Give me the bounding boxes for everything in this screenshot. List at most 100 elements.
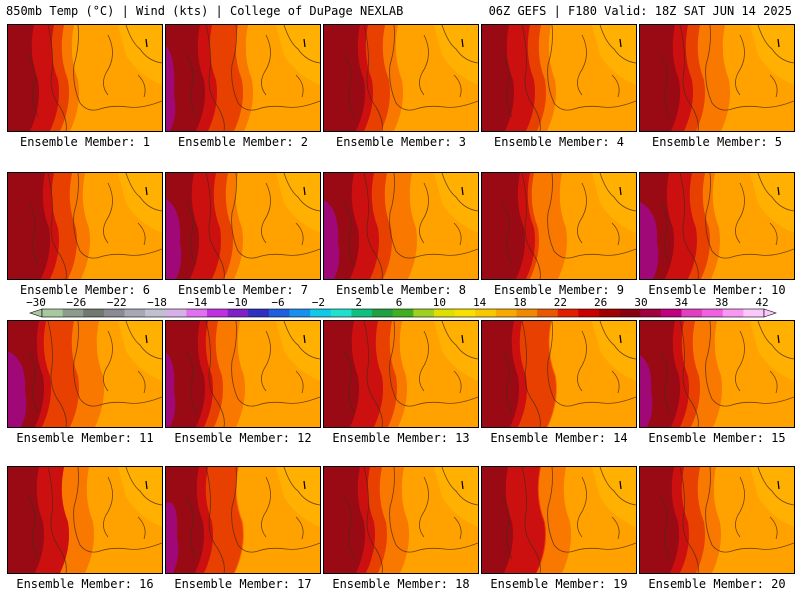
colorbar-segment [310,309,332,317]
boundary-line [705,321,794,407]
boundary-line [547,321,636,407]
colorbar-segment [433,309,455,317]
boundary-line [611,74,620,98]
boundary-line [389,321,478,407]
wind-barb [461,480,464,490]
boundary-line [659,202,671,266]
ensemble-map-panel [323,172,479,280]
temp-band [324,467,365,573]
ensemble-member-label: Ensemble Member: 7 [177,283,309,297]
boundary-line [453,74,462,98]
boundary-line [125,25,162,64]
colorbar-segment [62,309,84,317]
ensemble-map-panel [481,24,637,132]
boundary-line [521,467,541,573]
boundary-line [73,173,162,259]
temp-band [592,467,636,527]
boundary-line [343,54,355,118]
boundary-line [735,330,745,392]
boundary-line [453,516,462,540]
boundary-line [769,516,778,540]
temperature-map [324,321,478,427]
temp-band [166,502,179,573]
temp-band [482,25,514,131]
boundary-line [453,222,462,246]
colorbar-segment [619,309,641,317]
boundary-line [205,25,225,131]
temp-band [640,467,679,573]
ensemble-map-panel [481,320,637,428]
boundary-line [125,467,162,506]
colorbar-segment [268,309,290,317]
colorbar-segment [289,309,311,317]
ensemble-member-label: Ensemble Member: 20 [648,577,786,591]
boundary-line [27,496,39,560]
temp-band [276,321,320,381]
boundary-line [363,173,383,279]
boundary-line [261,34,271,96]
temperature-map [640,321,794,427]
temperature-map [482,467,636,573]
ensemble-member-label: Ensemble Member: 19 [490,577,628,591]
ensemble-member-label: Ensemble Member: 14 [490,431,628,445]
colorbar-segment [42,309,63,317]
boundary-line [137,74,146,98]
temp-band [8,351,27,427]
ensemble-member-label: Ensemble Member: 9 [493,283,625,297]
wind-barb [303,38,306,48]
temp-band [276,173,320,233]
wind-barb [619,480,622,490]
temperature-map [324,173,478,279]
colorbar-tick-label: −30 [26,296,46,309]
boundary-line [185,496,197,560]
colorbar-segment [516,309,538,317]
boundary-line [73,321,162,407]
colorbar-segment [186,309,208,317]
temp-band [750,467,794,527]
colorbar-tick-label: 14 [473,296,487,309]
temp-band [640,202,659,279]
ensemble-map-panel [7,24,163,132]
ensemble-map-panel [639,466,795,574]
ensemble-member-label: Ensemble Member: 17 [174,577,312,591]
colorbar-tick-label: 34 [675,296,689,309]
temperature-map [166,467,320,573]
temp-band [166,46,176,131]
boundary-line [679,173,699,279]
ensemble-map-panel [639,172,795,280]
temperature-colorbar: −30 −26 −22 −18 −14 −10 −6 −2 2 6 10 14 18 22 26 30 34 38… [26,296,777,318]
boundary-line [295,516,304,540]
boundary-line [231,25,320,111]
temp-band [592,321,636,381]
boundary-line [137,516,146,540]
ensemble-map-panel [165,320,321,428]
boundary-line [295,74,304,98]
boundary-line [577,476,587,538]
boundary-line [185,202,197,266]
colorbar-tick-label: 10 [433,296,446,309]
colorbar-segment [124,309,146,317]
ensemble-map-panel [481,466,637,574]
ensemble-member-label: Ensemble Member: 3 [335,135,467,149]
temperature-map [166,25,320,131]
wind-barb [777,480,780,490]
temp-band [592,25,636,85]
colorbar-segment [475,309,497,317]
colorbar-segment [248,309,270,317]
temp-band [592,173,636,233]
boundary-line [103,476,113,538]
boundary-line [389,173,478,259]
colorbar-segment [660,309,682,317]
temp-band [118,173,162,233]
ensemble-member-label: Ensemble Member: 5 [651,135,783,149]
boundary-line [363,25,383,131]
boundary-line [679,25,699,131]
wind-barb [777,38,780,48]
boundary-line [441,173,478,212]
temp-band [434,321,478,381]
temp-band [640,25,680,131]
boundary-line [261,182,271,244]
ensemble-member-label: Ensemble Member: 6 [19,283,151,297]
boundary-line [577,330,587,392]
boundary-line [137,222,146,246]
